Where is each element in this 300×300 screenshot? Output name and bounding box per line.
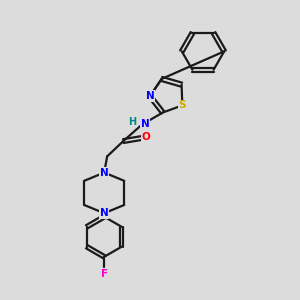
Text: F: F xyxy=(100,268,108,279)
Text: N: N xyxy=(100,168,109,178)
Text: S: S xyxy=(178,100,186,110)
Text: H: H xyxy=(128,117,136,127)
Text: N: N xyxy=(141,119,149,129)
Text: N: N xyxy=(146,91,154,101)
Text: O: O xyxy=(142,132,151,142)
Text: N: N xyxy=(100,208,109,218)
